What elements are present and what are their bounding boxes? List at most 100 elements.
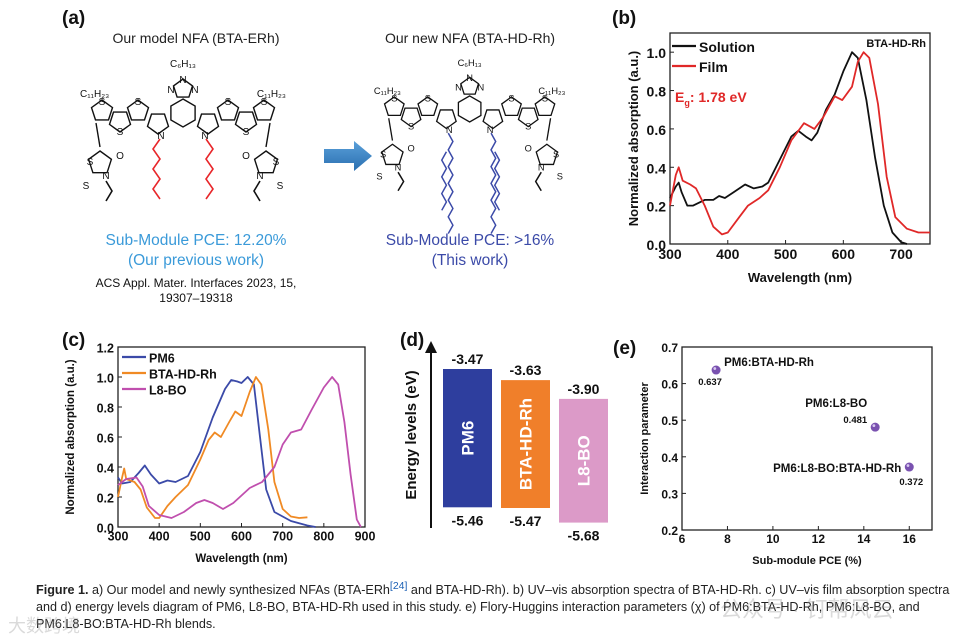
energy-bar-label: L8-BO: [575, 435, 594, 486]
n-atom: N: [395, 162, 402, 172]
x-tick-label: 300: [658, 246, 682, 262]
model-reference-line2: 19307–19318: [159, 291, 233, 305]
x-axis-label: Wavelength (nm): [195, 553, 287, 565]
scatter-point-highlight: [872, 424, 876, 428]
n-atom: N: [167, 85, 174, 96]
energy-bar-pm6: [443, 369, 492, 508]
homo-value: -5.68: [568, 528, 600, 544]
x-tick-label: 700: [272, 530, 293, 544]
thiophene-ring: [126, 99, 150, 121]
vinyl-bond: [265, 122, 271, 148]
n-atom: N: [256, 171, 263, 182]
vinyl-bond: [388, 118, 394, 141]
thiophene-ring: [400, 107, 422, 128]
scatter-point-highlight: [713, 367, 717, 370]
rhodanine-ring: [381, 143, 404, 166]
pyrrole-ring: [435, 109, 457, 130]
y-tick-label: 1.0: [647, 45, 667, 61]
legend-label: Solution: [699, 39, 755, 55]
series-line-film: [669, 51, 930, 236]
n-atom: N: [191, 85, 198, 96]
o-atom: O: [116, 151, 124, 162]
energy-bar-bta-hd-rh: [501, 380, 550, 508]
panel-b-label: (b): [612, 8, 637, 29]
x-tick-label: 8: [724, 532, 731, 546]
energy-bar-l8-bo: [559, 398, 608, 523]
s-atom: S: [408, 121, 414, 131]
y-axis-label: Normalized absorption (a.u.): [65, 359, 77, 514]
x-tick-label: 500: [774, 246, 798, 262]
legend-label: BTA-HD-Rh: [149, 367, 217, 381]
x-tick-label: 900: [355, 530, 376, 544]
s-atom: S: [380, 149, 386, 159]
rhodanine-ring: [87, 150, 113, 174]
chart-b-absorption: 300 400 500 600 700 0.0 0.2 0.4 0.6 0.8 1.0 Wavelen…: [626, 32, 931, 285]
side-alkyl-label: C₁₁H₂₃: [538, 86, 565, 96]
homo-value: -5.47: [510, 513, 542, 529]
chart-d-energy-levels: Energy levels (eV) PM6 -3.47 -5.46 BTA-HD-Rh…: [403, 341, 608, 544]
new-pce-text: Sub-Module PCE: >16%: [385, 232, 555, 249]
right-arrow-icon: [324, 141, 372, 171]
s-atom: S: [553, 149, 559, 159]
y-tick-label: 0.8: [97, 401, 114, 415]
point-name-label: PM6:BTA-HD-Rh: [724, 357, 814, 369]
benzene-ring: [170, 98, 196, 128]
x-tick-label: 14: [857, 532, 871, 546]
y-axis-label: Energy levels (eV): [403, 370, 420, 499]
y-tick-label: 0.6: [661, 378, 678, 392]
caption-text-2: and BTA-HD-Rh). b) UV–vis absorption spe…: [36, 583, 950, 632]
x-tick-label: 6: [679, 532, 686, 546]
series-line-pm6: [117, 376, 316, 528]
rhodanine-ring: [253, 150, 279, 174]
x-axis-label: Sub-module PCE (%): [752, 555, 862, 567]
triazole-ring: [172, 78, 194, 98]
n-atom: N: [487, 125, 494, 135]
caption-ref-link[interactable]: [24]: [389, 580, 408, 592]
y-tick-label: 0.7: [661, 341, 678, 355]
chart-c-film-absorption: 300 400 500 600 700 800 900 0.0 0.2 0.4 0.6 0.8 1.0 1…: [65, 341, 376, 565]
model-nfa-title: Our model NFA (BTA-ERh): [112, 30, 280, 46]
scatter-point: [870, 422, 880, 432]
lumo-value: -3.90: [568, 381, 600, 397]
pyrrole-ring: [482, 109, 504, 130]
vinyl-bond: [546, 118, 552, 141]
chart-e-interaction: 6 8 10 12 14 16 0.2 0.3 0.4 0.5 0.6 0.7 Sub-module P…: [639, 341, 933, 567]
y-axis-label: Interaction parameter: [639, 382, 651, 495]
x-tick-label: 500: [190, 530, 211, 544]
n-atom: N: [157, 131, 164, 142]
hexyldecyl-chain: [490, 132, 497, 234]
x-tick-label: 300: [108, 530, 129, 544]
y-tick-label: 0.0: [97, 521, 114, 535]
point-value-label: 0.372: [899, 477, 923, 488]
scatter-point-highlight: [906, 464, 910, 467]
ethylhexyl-chain: [205, 138, 214, 200]
annotation-label: BTA-HD-Rh: [866, 38, 926, 50]
y-tick-label: 0.6: [647, 122, 667, 138]
watermark-right: 公众号 · 钉帮风云: [720, 597, 894, 622]
y-tick-label: 0.5: [661, 414, 678, 428]
x-tick-label: 800: [313, 530, 334, 544]
thiophene-ring: [417, 96, 439, 117]
x-tick-label: 400: [149, 530, 170, 544]
thiophene-ring: [500, 96, 523, 117]
o-atom: O: [407, 144, 414, 154]
x-tick-label: 600: [231, 530, 252, 544]
energy-bar-label: PM6: [459, 421, 478, 456]
y-tick-label: 1.2: [97, 341, 114, 355]
thiophene-ring: [234, 111, 258, 133]
y-tick-label: 0.4: [647, 160, 667, 176]
s-atom: S: [376, 172, 382, 182]
scatter-point: [904, 462, 914, 472]
figure-caption: Figure 1. a) Our model and newly synthes…: [36, 578, 966, 633]
s-atom: S: [87, 157, 94, 168]
y-tick-label: 0.0: [647, 237, 667, 253]
vinyl-bond: [95, 122, 101, 148]
thiophene-ring: [383, 96, 405, 117]
hexyldecyl-branch: [440, 151, 448, 211]
s-atom: S: [225, 97, 232, 108]
lumo-value: -3.63: [510, 362, 542, 378]
x-tick-label: 12: [812, 532, 826, 546]
